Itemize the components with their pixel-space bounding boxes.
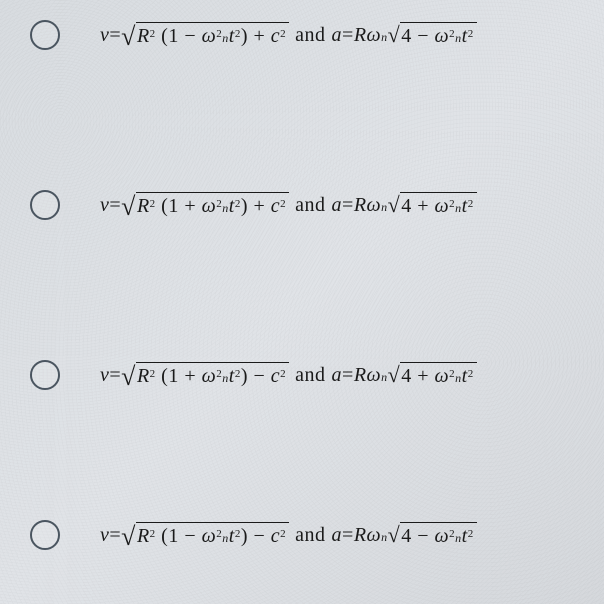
option-4[interactable]: v = √ R2 (1 − ω2nt2) − c2 and a = Rωn √ … — [0, 520, 604, 550]
radicand-a: 4 − ω2nt2 — [400, 22, 476, 48]
surd-icon: √ — [388, 24, 401, 46]
formula-text: v = √ R2 (1 + ω2nt2) − c2 and a = Rωn √ … — [100, 362, 477, 388]
formula-text: v = √ R2 (1 − ω2nt2) − c2 and a = Rωn √ … — [100, 522, 477, 548]
surd-icon: √ — [121, 364, 136, 390]
radio-button[interactable] — [30, 190, 60, 220]
sqrt-a: √ 4 − ω2nt2 — [388, 22, 477, 48]
radio-button[interactable] — [30, 520, 60, 550]
radicand-v: R2 (1 − ω2nt2) + c2 — [136, 22, 289, 48]
formula-text: v = √ R2 (1 + ω2nt2) + c2 and a = Rωn √ … — [100, 192, 477, 218]
var-a: a — [332, 24, 343, 47]
surd-icon: √ — [121, 194, 136, 220]
surd-icon: √ — [388, 194, 401, 216]
radio-button[interactable] — [30, 20, 60, 50]
surd-icon: √ — [388, 524, 401, 546]
var-v: v — [100, 24, 109, 47]
radio-button[interactable] — [30, 360, 60, 390]
formula-text: v = √ R2 (1 − ω2nt2) + c2 and a = Rωn √ … — [100, 22, 477, 48]
option-2[interactable]: v = √ R2 (1 + ω2nt2) + c2 and a = Rωn √ … — [0, 190, 604, 220]
option-1[interactable]: v = √ R2 (1 − ω2nt2) + c2 and a = Rωn √ … — [0, 20, 604, 50]
and-text: and — [295, 24, 325, 47]
sqrt-v: √ R2 (1 − ω2nt2) + c2 — [121, 22, 289, 48]
surd-icon: √ — [388, 364, 401, 386]
surd-icon: √ — [121, 524, 136, 550]
option-3[interactable]: v = √ R2 (1 + ω2nt2) − c2 and a = Rωn √ … — [0, 360, 604, 390]
surd-icon: √ — [121, 24, 136, 50]
equals: = — [109, 24, 121, 47]
